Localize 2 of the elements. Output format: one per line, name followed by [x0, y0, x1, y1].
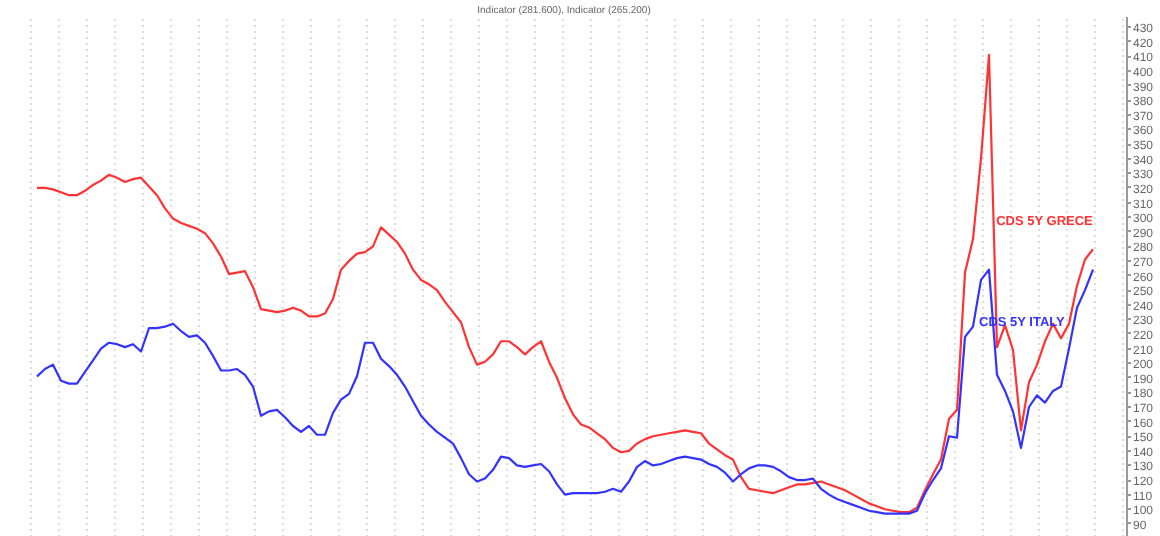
line-series — [35, 53, 1095, 514]
line-series — [35, 268, 1095, 515]
